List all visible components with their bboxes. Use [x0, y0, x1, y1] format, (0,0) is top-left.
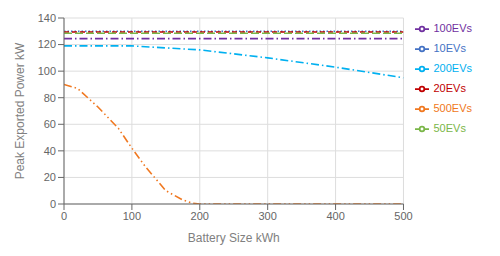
- svg-text:80: 80: [44, 92, 56, 104]
- svg-text:Peak Exported Power kW: Peak Exported Power kW: [13, 42, 27, 179]
- svg-text:20: 20: [44, 171, 56, 183]
- html-text:100EVs: 100EVs: [433, 22, 472, 34]
- svg-text:Battery Size kWh: Battery Size kWh: [188, 231, 280, 245]
- svg-text:500: 500: [394, 210, 412, 222]
- svg-text:0: 0: [61, 210, 67, 222]
- svg-text:60: 60: [44, 118, 56, 130]
- svg-text:0: 0: [50, 198, 56, 210]
- svg-text:140: 140: [38, 12, 56, 24]
- svg-text:100: 100: [38, 65, 56, 77]
- svg-text:40: 40: [44, 145, 56, 157]
- html-text:500EVs: 500EVs: [433, 102, 472, 114]
- svg-text:300: 300: [259, 210, 277, 222]
- html-text:50EVs: 50EVs: [433, 122, 466, 134]
- html-text:200EVs: 200EVs: [433, 62, 472, 74]
- html-text:20EVs: 20EVs: [433, 82, 466, 94]
- svg-text:200: 200: [191, 210, 209, 222]
- svg-text:100: 100: [123, 210, 141, 222]
- svg-text:400: 400: [326, 210, 344, 222]
- html-text:10EVs: 10EVs: [433, 42, 466, 54]
- svg-text:120: 120: [38, 38, 56, 50]
